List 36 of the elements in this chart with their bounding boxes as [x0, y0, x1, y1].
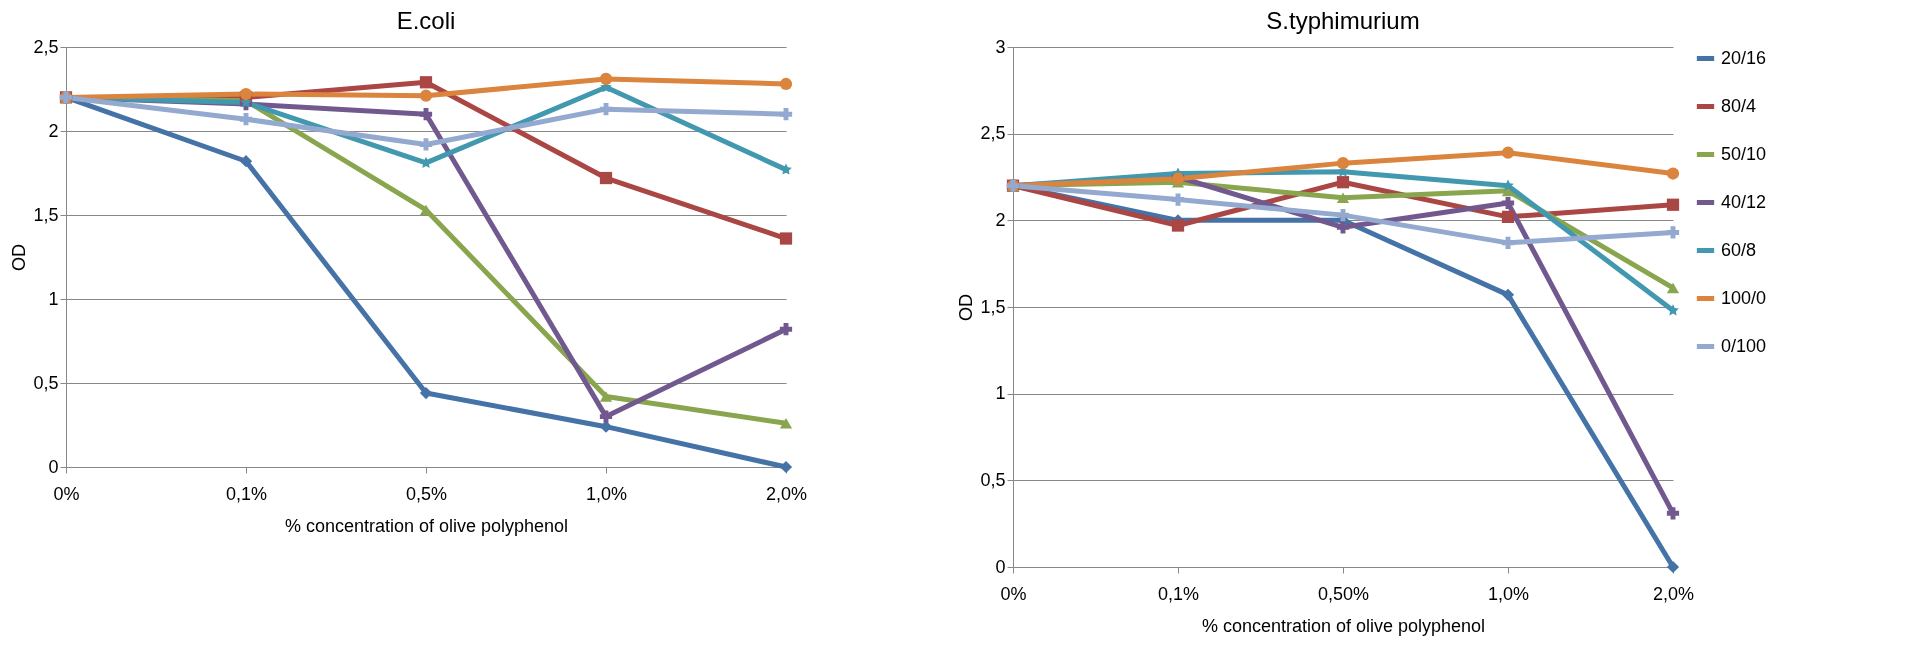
y-tick-label: 2,5 [33, 36, 59, 57]
legend-label: 50/10 [1721, 143, 1767, 164]
y-tick-label: 1 [48, 288, 59, 309]
legend-label: 40/12 [1721, 191, 1767, 212]
legend-label: 100/0 [1721, 287, 1767, 308]
chart-title: E.coli [396, 7, 456, 34]
legend-label: 80/4 [1721, 95, 1757, 116]
x-tick-label: 0,50% [1317, 583, 1370, 604]
y-tick-label: 0 [48, 456, 59, 477]
y-tick-label: 1 [995, 383, 1006, 404]
y-tick-label: 1,5 [33, 204, 59, 225]
y-tick-label: 2 [48, 120, 59, 141]
chart-title: S.typhimurium [1266, 7, 1420, 34]
x-tick-label: 0,5% [405, 483, 448, 504]
y-axis-title: OD [9, 244, 30, 271]
x-tick-label: 1,0% [585, 483, 628, 504]
y-tick-label: 3 [995, 36, 1006, 57]
y-tick-label: 0 [995, 556, 1006, 577]
x-tick-label: 2,0% [1652, 583, 1695, 604]
x-tick-label: 1,0% [1487, 583, 1530, 604]
x-tick-label: 0% [53, 483, 80, 504]
x-tick-label: 0,1% [1157, 583, 1200, 604]
y-tick-label: 0,5 [33, 372, 59, 393]
y-tick-label: 2,5 [980, 123, 1006, 144]
x-tick-label: 0% [1000, 583, 1027, 604]
y-tick-label: 1,5 [980, 296, 1006, 317]
x-tick-label: 0,1% [225, 483, 268, 504]
legend-label: 20/16 [1721, 47, 1767, 68]
y-axis-title: OD [956, 294, 977, 321]
legend-label: 0/100 [1721, 335, 1767, 356]
y-tick-label: 0,5 [980, 469, 1006, 490]
legend-label: 60/8 [1721, 239, 1757, 260]
x-axis-title: % concentration of olive polyphenol [284, 515, 569, 536]
x-axis-title: % concentration of olive polyphenol [1201, 615, 1486, 636]
y-tick-label: 2 [995, 209, 1006, 230]
x-tick-label: 2,0% [765, 483, 808, 504]
